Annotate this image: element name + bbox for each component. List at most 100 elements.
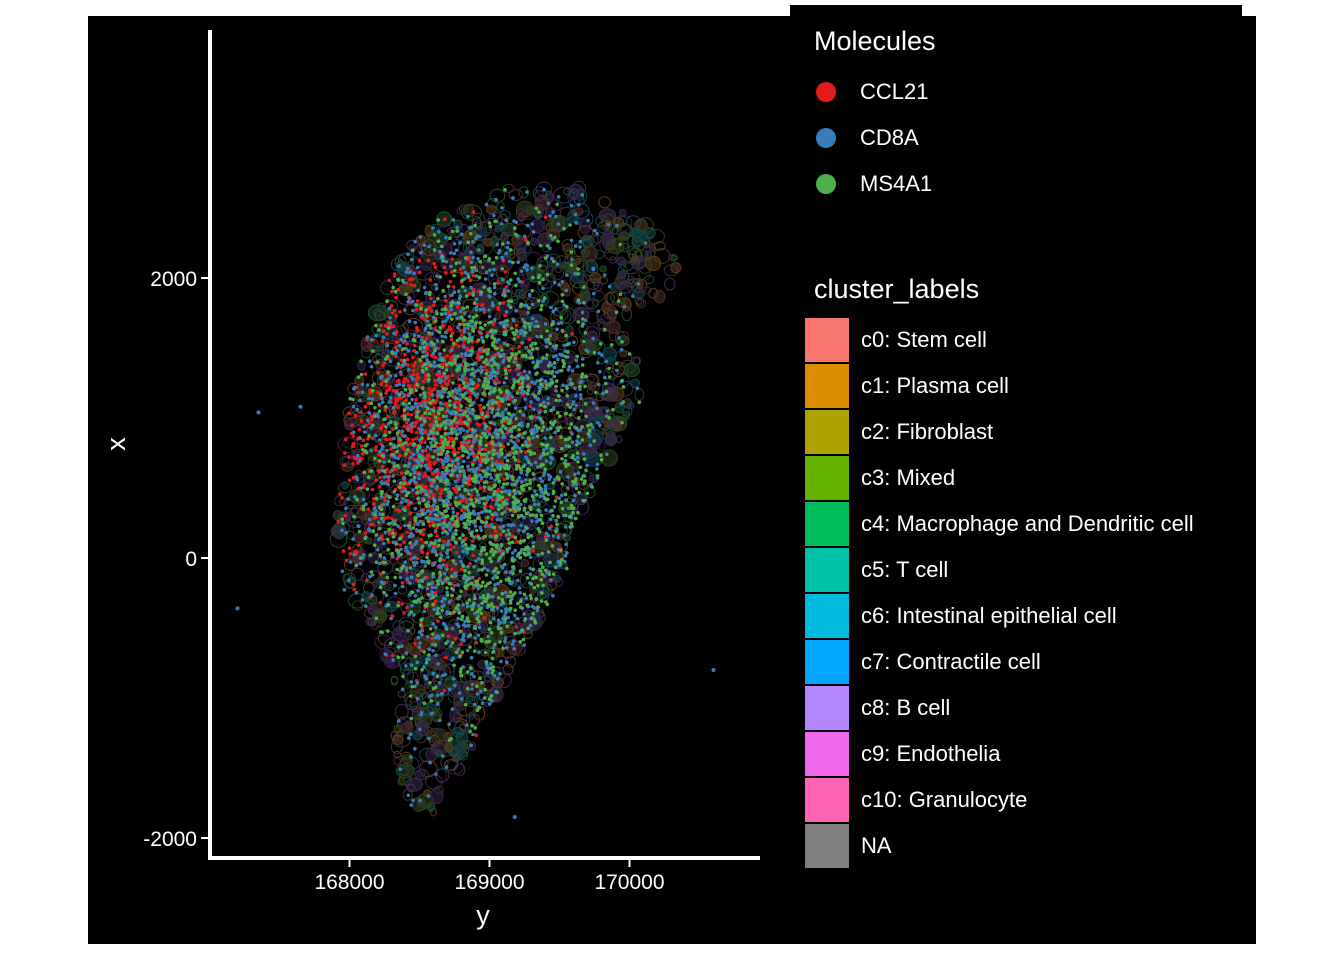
point-cd8a — [404, 651, 409, 655]
cell-outline — [608, 328, 619, 342]
point-ms4a1 — [402, 481, 407, 486]
cell-outline — [352, 600, 364, 611]
point-cd8a — [525, 223, 530, 228]
point-ccl21 — [409, 283, 413, 287]
point-cd8a — [438, 249, 442, 254]
point-cd8a — [437, 517, 442, 522]
point-cd8a — [566, 475, 570, 479]
point-cd8a — [381, 519, 386, 524]
point-ccl21 — [417, 259, 422, 263]
point-ccl21 — [378, 572, 383, 576]
cell-outline — [391, 626, 411, 643]
point-ccl21 — [396, 600, 401, 605]
point-cd8a — [522, 390, 527, 395]
cell-outline — [648, 288, 659, 299]
point-ccl21 — [376, 390, 380, 395]
point-ms4a1 — [499, 630, 504, 635]
point-ccl21 — [406, 412, 410, 417]
point-cd8a — [501, 257, 505, 261]
point-cd8a — [574, 358, 579, 363]
point-cd8a — [425, 509, 430, 513]
point-ms4a1 — [427, 331, 431, 335]
point-cd8a — [524, 345, 529, 350]
point-ms4a1 — [426, 406, 430, 411]
point-cd8a — [398, 575, 403, 580]
cell-outline — [435, 749, 443, 758]
point-ms4a1 — [550, 369, 555, 374]
point-cd8a — [555, 262, 560, 267]
point-ms4a1 — [453, 452, 457, 457]
point-cd8a — [470, 687, 474, 691]
point-ccl21 — [433, 265, 438, 270]
point-cd8a — [434, 486, 439, 491]
point-ms4a1 — [424, 308, 428, 312]
point-ccl21 — [457, 446, 462, 451]
point-cd8a — [536, 502, 541, 507]
point-ms4a1 — [503, 293, 507, 298]
cell-outline — [420, 260, 433, 271]
point-cd8a — [383, 481, 388, 485]
point-ms4a1 — [522, 592, 527, 597]
cell-outline — [369, 411, 380, 425]
point-cd8a — [605, 452, 609, 457]
point-cd8a — [454, 574, 458, 578]
point-cd8a — [506, 289, 511, 293]
point-ccl21 — [343, 513, 348, 518]
point-cd8a — [517, 475, 522, 480]
point-ms4a1 — [559, 500, 563, 505]
point-cd8a — [465, 429, 470, 434]
point-cd8a — [411, 798, 415, 803]
point-ccl21 — [427, 386, 431, 391]
point-cd8a — [440, 334, 445, 339]
point-ms4a1 — [417, 454, 422, 459]
point-cd8a — [413, 320, 418, 325]
point-ccl21 — [476, 383, 480, 388]
cell-outline — [561, 239, 573, 251]
point-cd8a — [546, 533, 551, 538]
point-cd8a — [446, 555, 450, 559]
point-ccl21 — [421, 474, 426, 479]
point-cd8a — [425, 319, 430, 324]
point-cd8a — [560, 493, 564, 498]
point-cd8a — [615, 368, 619, 373]
point-cd8a — [425, 657, 429, 661]
point-cd8a — [547, 526, 552, 531]
point-cd8a — [530, 302, 535, 307]
point-ccl21 — [402, 380, 406, 385]
point-ms4a1 — [490, 407, 495, 412]
point-cd8a — [517, 279, 522, 284]
point-ccl21 — [445, 563, 449, 568]
point-ms4a1 — [548, 435, 553, 440]
cell-outline — [431, 656, 438, 664]
cell-outline — [430, 788, 444, 805]
point-cd8a — [553, 430, 557, 435]
point-cd8a — [393, 351, 398, 356]
point-ms4a1 — [463, 542, 468, 547]
point-cd8a — [424, 677, 429, 681]
point-cd8a — [355, 453, 360, 458]
point-ms4a1 — [498, 354, 502, 359]
point-cd8a — [352, 387, 356, 391]
cell-outline — [534, 471, 546, 483]
point-cd8a — [524, 455, 528, 460]
point-cd8a — [464, 624, 468, 628]
point-cd8a — [456, 583, 460, 587]
point-ms4a1 — [547, 572, 551, 577]
point-cd8a — [517, 586, 522, 590]
point-ccl21 — [390, 427, 395, 432]
cell-outline — [502, 183, 515, 193]
cell-outline — [585, 299, 595, 309]
point-ms4a1 — [440, 581, 445, 585]
cell-outline — [530, 390, 543, 405]
point-ms4a1 — [440, 512, 444, 516]
point-ccl21 — [387, 278, 392, 283]
point-cd8a — [454, 562, 458, 566]
point-cd8a — [477, 650, 481, 655]
point-ms4a1 — [577, 416, 581, 420]
point-cd8a — [420, 508, 424, 513]
point-ccl21 — [413, 360, 418, 365]
point-ccl21 — [446, 634, 451, 638]
point-ccl21 — [425, 551, 430, 556]
point-ccl21 — [347, 546, 352, 550]
point-ms4a1 — [419, 623, 423, 627]
